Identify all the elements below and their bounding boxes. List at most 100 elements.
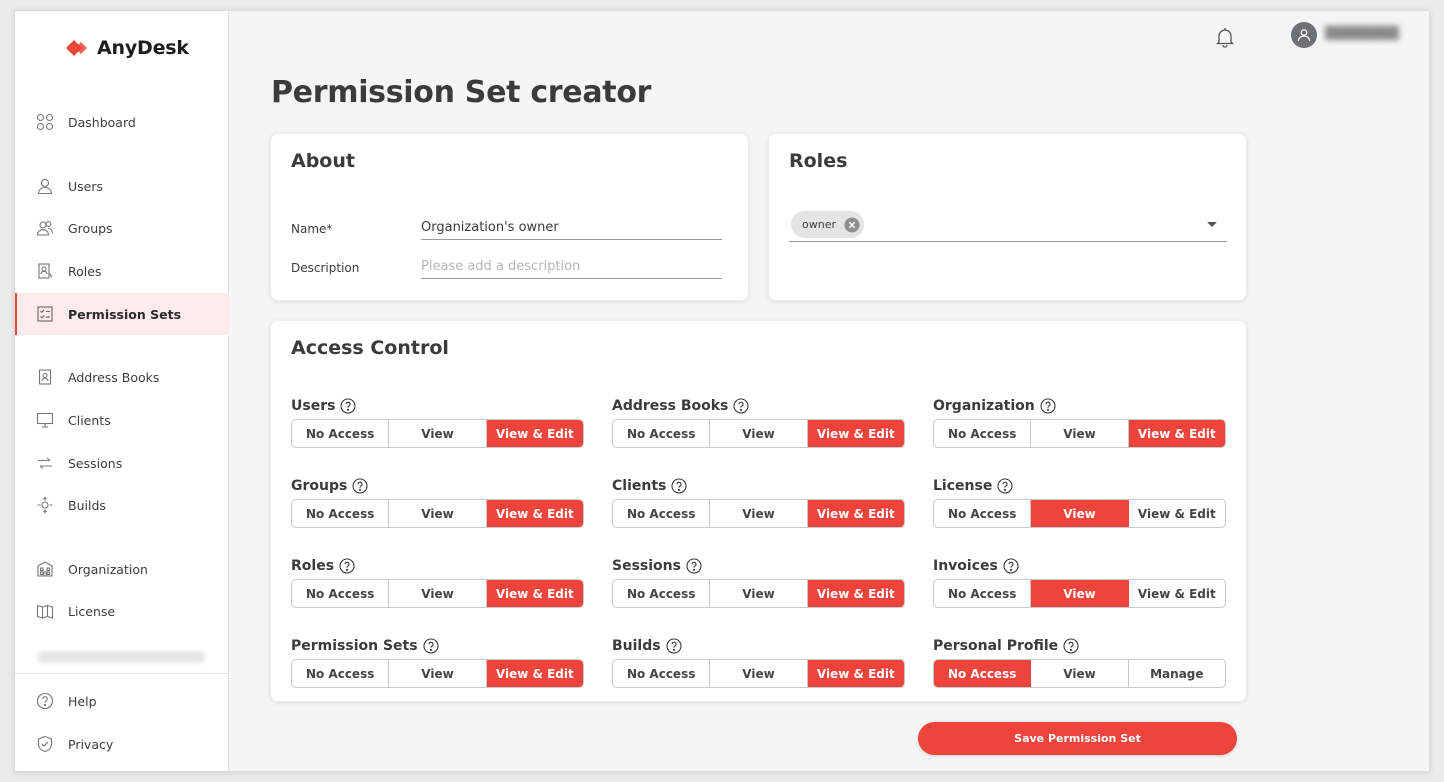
- sidebar-item-label: Organization: [68, 561, 148, 577]
- option-no-access-button[interactable]: No Access: [292, 500, 390, 527]
- permission-label-text: Organization: [933, 398, 1035, 414]
- option-no-access-button[interactable]: No Access: [934, 420, 1032, 447]
- bell-icon[interactable]: [1213, 25, 1237, 49]
- permission-label-invoices: Invoices: [933, 558, 1019, 574]
- help-icon[interactable]: [352, 478, 368, 494]
- option-view-edit-button[interactable]: View & Edit: [486, 420, 583, 447]
- permission-label-personal-profile: Personal Profile: [933, 638, 1079, 654]
- sidebar-item-clients[interactable]: Clients: [15, 399, 229, 441]
- app-window: AnyDesk Dashboard Users: [14, 10, 1430, 772]
- option-view-button[interactable]: View: [1031, 420, 1129, 447]
- option-no-access-button[interactable]: No Access: [934, 580, 1032, 607]
- option-view-edit-button[interactable]: View & Edit: [807, 500, 904, 527]
- option-view-edit-button[interactable]: View & Edit: [807, 420, 904, 447]
- sidebar-item-privacy[interactable]: Privacy: [15, 723, 229, 765]
- sidebar-item-roles[interactable]: Roles: [15, 250, 229, 292]
- sidebar-item-address-books[interactable]: Address Books: [15, 356, 229, 398]
- access-control-title: Access Control: [291, 337, 449, 359]
- option-view-button[interactable]: View: [389, 580, 487, 607]
- option-manage-button[interactable]: Manage: [1150, 666, 1204, 681]
- option-view-edit-button[interactable]: View & Edit: [486, 500, 583, 527]
- help-icon[interactable]: [686, 558, 702, 574]
- help-icon[interactable]: [1063, 638, 1079, 654]
- help-icon[interactable]: [339, 558, 355, 574]
- permission-toggle-roles: No Access View View & Edit: [291, 579, 584, 608]
- option-no-access-button[interactable]: No Access: [613, 580, 711, 607]
- permission-toggle-organization: No Access View View & Edit: [933, 419, 1226, 448]
- sidebar-item-label: Users: [68, 178, 104, 194]
- option-view-edit-button[interactable]: View & Edit: [1128, 420, 1225, 447]
- description-field[interactable]: [421, 259, 722, 279]
- option-view-button[interactable]: View: [389, 660, 487, 687]
- option-view-edit-button[interactable]: View & Edit: [486, 660, 583, 687]
- option-no-access-button[interactable]: No Access: [613, 660, 711, 687]
- sidebar-item-groups[interactable]: Groups: [15, 207, 229, 249]
- option-view-button[interactable]: View: [710, 660, 808, 687]
- sidebar-item-label: Sessions: [68, 455, 123, 471]
- help-icon[interactable]: [1040, 398, 1056, 414]
- sidebar-item-label: Dashboard: [68, 114, 136, 130]
- description-label: Description: [291, 261, 360, 275]
- permission-toggle-address-books: No Access View View & Edit: [612, 419, 905, 448]
- anydesk-logo[interactable]: AnyDesk: [65, 37, 189, 59]
- option-no-access-button[interactable]: No Access: [292, 580, 390, 607]
- sidebar-item-label: Privacy: [68, 736, 114, 752]
- option-view-edit-button[interactable]: View & Edit: [807, 660, 904, 687]
- sidebar-item-organization[interactable]: Organization: [15, 548, 229, 590]
- sidebar-item-permission-sets[interactable]: Permission Sets: [15, 293, 229, 335]
- close-icon[interactable]: [844, 217, 860, 233]
- option-no-access-button[interactable]: No Access: [292, 420, 390, 447]
- help-icon[interactable]: [666, 638, 682, 654]
- access-control-card: Access Control Users No Access View View & …: [270, 320, 1247, 702]
- option-view-button[interactable]: View: [1031, 500, 1129, 527]
- chevron-down-icon[interactable]: [1207, 222, 1217, 227]
- sidebar-item-help[interactable]: Help: [15, 680, 229, 722]
- help-icon[interactable]: [423, 638, 439, 654]
- sidebar-item-license[interactable]: License: [15, 590, 229, 632]
- permission-label-text: License: [933, 478, 993, 494]
- user-avatar-icon[interactable]: [1291, 22, 1317, 48]
- option-view-button[interactable]: View: [389, 500, 487, 527]
- sidebar-item-sessions[interactable]: Sessions: [15, 442, 229, 484]
- sidebar-item-dashboard[interactable]: Dashboard: [15, 101, 229, 143]
- name-field[interactable]: [421, 220, 722, 240]
- option-view-edit-button[interactable]: View & Edit: [1137, 506, 1216, 521]
- permission-label-text: Address Books: [612, 398, 729, 414]
- option-no-access-button[interactable]: No Access: [613, 420, 711, 447]
- permission-label-text: Sessions: [612, 558, 681, 574]
- save-permission-set-button[interactable]: Save Permission Set: [918, 722, 1237, 755]
- sidebar-item-label: Roles: [68, 263, 102, 279]
- option-no-access-button[interactable]: No Access: [613, 500, 711, 527]
- option-view-button[interactable]: View: [389, 420, 487, 447]
- option-view-edit-button[interactable]: View & Edit: [486, 580, 583, 607]
- permission-toggle-builds: No Access View View & Edit: [612, 659, 905, 688]
- option-view-edit-button[interactable]: View & Edit: [1137, 586, 1216, 601]
- option-view-button[interactable]: View: [710, 580, 808, 607]
- help-icon[interactable]: [340, 398, 356, 414]
- username[interactable]: ████████: [1325, 26, 1399, 40]
- option-no-access-button[interactable]: No Access: [934, 500, 1032, 527]
- option-no-access-button[interactable]: No Access: [934, 660, 1032, 687]
- help-icon[interactable]: [671, 478, 687, 494]
- permission-label-clients: Clients: [612, 478, 687, 494]
- option-view-button[interactable]: View: [1031, 580, 1129, 607]
- option-view-edit-button[interactable]: View & Edit: [807, 580, 904, 607]
- roles-select-underline[interactable]: [789, 241, 1227, 242]
- checklist-icon: [35, 304, 55, 324]
- option-no-access-button[interactable]: No Access: [292, 660, 390, 687]
- sidebar-item-users[interactable]: Users: [15, 165, 229, 207]
- help-icon[interactable]: [733, 398, 749, 414]
- sidebar-item-builds[interactable]: Builds: [15, 484, 229, 526]
- help-icon[interactable]: [997, 478, 1013, 494]
- permission-toggle-groups: No Access View View & Edit: [291, 499, 584, 528]
- option-view-button[interactable]: View: [1031, 660, 1129, 687]
- role-chip-owner[interactable]: owner: [791, 211, 864, 238]
- page-title: Permission Set creator: [271, 75, 652, 110]
- option-view-button[interactable]: View: [710, 500, 808, 527]
- option-view-button[interactable]: View: [710, 420, 808, 447]
- sidebar-item-label: Address Books: [68, 369, 160, 385]
- sidebar-item-label: License: [68, 603, 116, 619]
- license-icon: [35, 601, 55, 621]
- permission-label-users: Users: [291, 398, 356, 414]
- help-icon[interactable]: [1003, 558, 1019, 574]
